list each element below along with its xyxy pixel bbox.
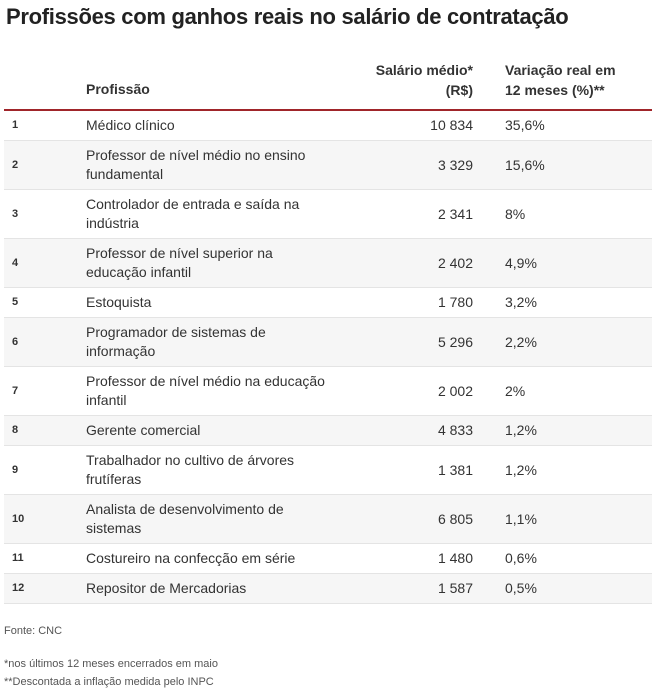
row-salario: 5 296 [437,333,473,350]
row-variacao: 4,9% [505,254,537,271]
row-rank: 5 [12,296,19,308]
row-variacao: 1,2% [505,422,537,438]
row-variacao: 3,2% [505,294,537,310]
row-profissao: Gerente comercial [86,422,201,438]
row-variacao: 2,2% [505,333,537,350]
table-row: 12 Repositor de Mercadorias 1 587 0,5% [4,574,652,604]
footnote-variacao: **Descontada a inflação medida pelo INPC [4,676,214,688]
row-salario: 1 587 [437,580,473,596]
row-profissao: Repositor de Mercadorias [86,580,247,596]
table-header: Profissão Salário médio* (R$) Variação r… [4,58,652,111]
column-header-variacao-line1: Variação real em [505,62,616,78]
row-salario: 3 329 [437,156,473,173]
row-profissao: Professor de nível médio na educação inf… [86,373,325,408]
row-salario: 1 780 [437,294,473,310]
row-variacao: 1,2% [505,461,537,478]
table-row: 11 Costureiro na confecção em série 1 48… [4,544,652,574]
row-salario: 4 833 [437,422,473,438]
row-variacao: 35,6% [505,117,545,133]
column-header-profissao: Profissão [86,81,150,97]
page-title: Profissões com ganhos reais no salário d… [6,4,569,29]
row-variacao: 8% [505,205,526,222]
row-rank: 3 [12,207,19,220]
row-profissao: Trabalhador no cultivo de árvores frutíf… [86,452,295,487]
row-profissao: Médico clínico [86,117,175,133]
row-variacao: 15,6% [505,156,545,173]
salary-table: Profissão Salário médio* (R$) Variação r… [4,58,652,604]
column-header-salario-line2: (R$) [445,82,473,98]
table-row: 2 Professor de nível médio no ensino fun… [4,141,652,190]
row-rank: 2 [12,158,19,171]
table-row: 10 Analista de desenvolvimento de sistem… [4,495,652,544]
row-rank: 12 [12,582,25,594]
table-row: 6 Programador de sistemas de informação … [4,318,652,367]
row-profissao: Costureiro na confecção em série [86,550,296,566]
row-rank: 1 [12,119,19,131]
row-rank: 7 [12,384,19,397]
row-salario: 2 402 [437,254,473,271]
column-header-salario: Salário médio* (R$) [333,60,473,100]
row-rank: 4 [12,256,19,269]
row-salario: 2 341 [437,205,473,222]
table-row: 5 Estoquista 1 780 3,2% [4,288,652,318]
row-profissao: Professor de nível médio no ensino funda… [86,147,306,182]
row-rank: 11 [12,552,24,564]
row-rank: 8 [12,424,19,436]
row-variacao: 0,5% [505,580,537,596]
row-salario: 6 805 [437,510,473,527]
row-profissao: Estoquista [86,294,152,310]
footnote-salario: *nos últimos 12 meses encerrados em maio [4,658,218,670]
row-salario: 1 381 [437,461,473,478]
table-row: 9 Trabalhador no cultivo de árvores frut… [4,446,652,495]
row-profissao: Analista de desenvolvimento de sistemas [86,501,284,536]
column-header-salario-line1: Salário médio* [375,62,473,78]
row-variacao: 2% [505,382,526,399]
column-header-variacao-line2: 12 meses (%)** [505,82,605,98]
row-salario: 1 480 [437,550,473,566]
row-salario: 2 002 [437,382,473,399]
source-note: Fonte: CNC [4,625,63,637]
table-row: 1 Médico clínico 10 834 35,6% [4,111,652,141]
row-salario: 10 834 [430,117,473,133]
row-variacao: 0,6% [505,550,537,566]
table-row: 8 Gerente comercial 4 833 1,2% [4,416,652,446]
row-rank: 10 [12,512,25,525]
row-profissao: Programador de sistemas de informação [86,324,266,359]
table-row: 3 Controlador de entrada e saída na indú… [4,190,652,239]
row-rank: 9 [12,463,19,476]
row-profissao: Controlador de entrada e saída na indúst… [86,196,300,231]
table-row: 4 Professor de nível superior na educaçã… [4,239,652,288]
row-variacao: 1,1% [505,510,537,527]
row-profissao: Professor de nível superior na educação … [86,245,273,280]
column-header-variacao: Variação real em 12 meses (%)** [505,60,650,100]
table-row: 7 Professor de nível médio na educação i… [4,367,652,416]
row-rank: 6 [12,335,19,348]
